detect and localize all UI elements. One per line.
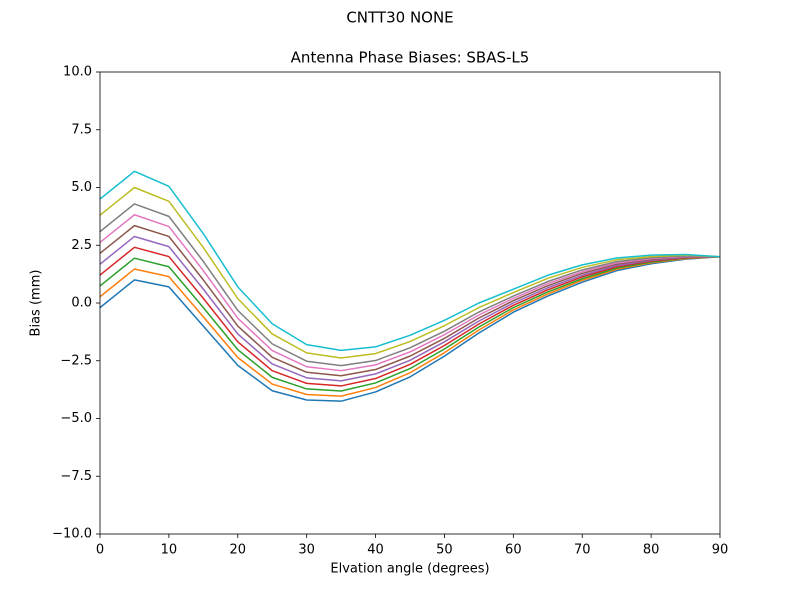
series-line: [99, 235, 721, 382]
x-tick-label: 40: [367, 543, 384, 558]
x-tick-label: 0: [96, 543, 104, 558]
x-axis-label: Elvation angle (degrees): [330, 562, 489, 577]
suptitle: CNTT30 NONE: [346, 9, 453, 27]
series-line: [99, 256, 721, 402]
y-tick-label: 2.5: [71, 238, 92, 253]
x-tick-label: 70: [574, 543, 591, 558]
plot-area: [99, 170, 721, 402]
x-tick-label: 80: [643, 543, 660, 558]
y-tick-label: 0.0: [71, 296, 92, 311]
y-tick-label: −5.0: [60, 411, 92, 426]
x-tick-label: 20: [230, 543, 247, 558]
y-tick-label: 5.0: [71, 180, 92, 195]
y-tick-label: 7.5: [71, 122, 92, 137]
x-tick-label: 50: [436, 543, 453, 558]
x-tick-label: 90: [712, 543, 729, 558]
x-tick-label: 10: [161, 543, 178, 558]
series-line: [99, 256, 721, 397]
y-tick-label: −7.5: [60, 469, 92, 484]
y-tick-label: −10.0: [52, 527, 92, 542]
series-line: [99, 256, 721, 392]
x-tick-label: 60: [505, 543, 522, 558]
y-tick-label: 10.0: [63, 65, 92, 80]
chart-title: Antenna Phase Biases: SBAS-L5: [291, 49, 530, 67]
series-line: [99, 203, 721, 367]
y-tick-label: −2.5: [60, 353, 92, 368]
series-line: [99, 246, 721, 387]
x-tick-label: 30: [298, 543, 315, 558]
series-line: [99, 224, 720, 377]
series-line: [99, 214, 721, 372]
y-axis-label: Bias (mm): [29, 270, 44, 337]
series-line: [99, 170, 721, 352]
series-line: [99, 186, 721, 359]
